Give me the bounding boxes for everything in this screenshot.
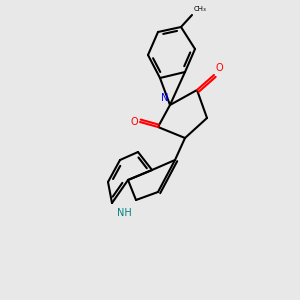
Text: NH: NH [117, 208, 132, 218]
Text: O: O [216, 63, 224, 73]
Text: O: O [130, 117, 138, 127]
Text: N: N [160, 93, 168, 103]
Text: CH₃: CH₃ [194, 6, 207, 12]
